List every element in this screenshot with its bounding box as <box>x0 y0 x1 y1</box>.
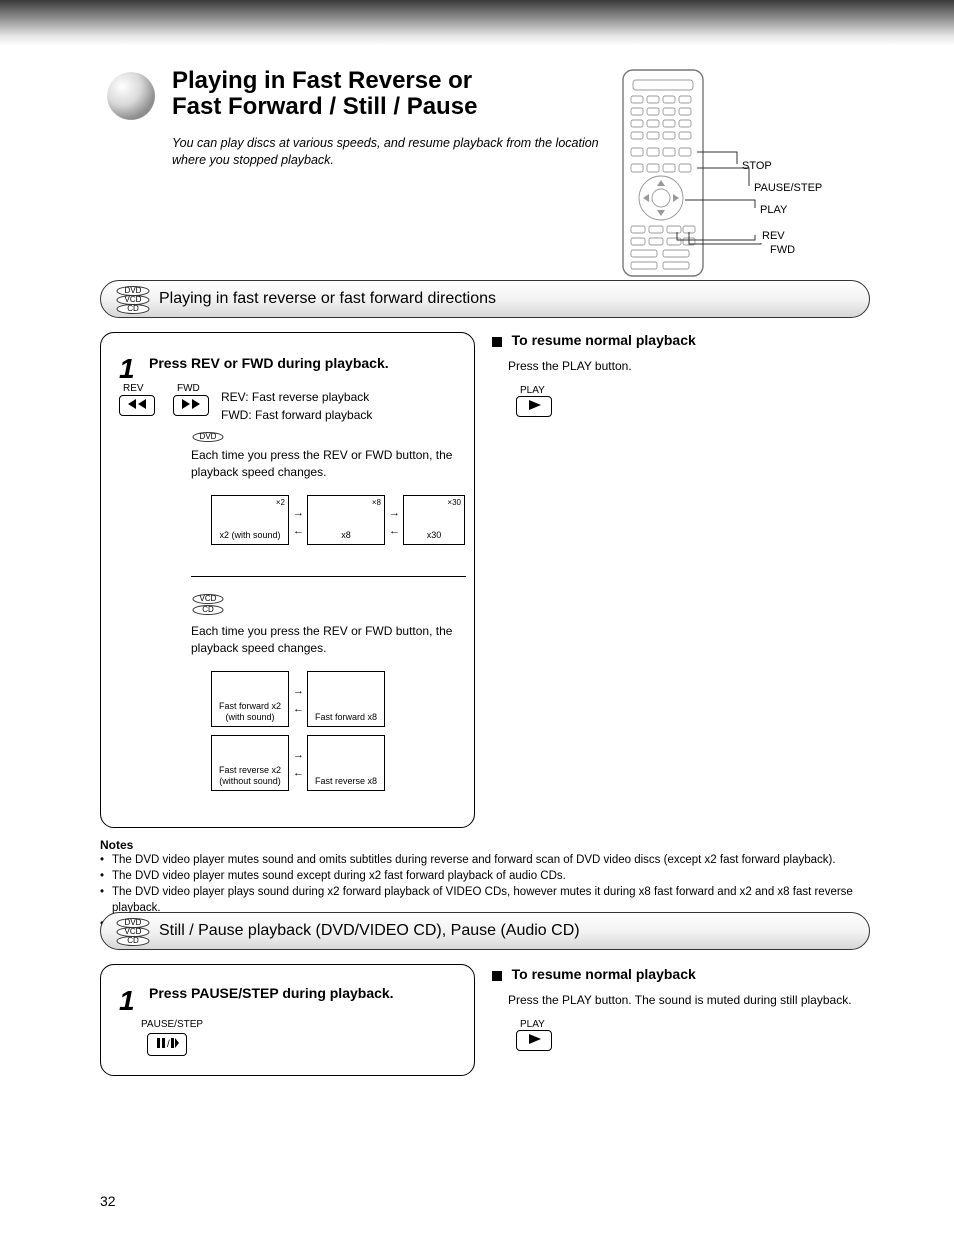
arrow-right-icon: → <box>293 507 304 519</box>
notes-heading: Notes <box>100 838 870 852</box>
bullet-sphere-icon <box>105 70 157 122</box>
section-header-stillpause: DVD VCD CD Still / Pause playback (DVD/V… <box>100 912 870 950</box>
svg-text:VCD: VCD <box>125 927 142 936</box>
section-header-fastplay: DVD VCD CD Playing in fast reverse or fa… <box>100 280 870 318</box>
remote-label-pause-step: PAUSE/STEP <box>754 182 822 194</box>
svg-text:/: / <box>167 1039 170 1050</box>
fwd-button-icon <box>173 395 209 416</box>
page-title-line1: Playing in Fast Reverse or <box>172 68 602 94</box>
vcdcd-fr-x2: Fast reverse x2 (without sound) <box>211 735 289 791</box>
page-subtitle: You can play discs at various speeds, an… <box>172 135 602 170</box>
vcdcd-fr-x8-label: Fast reverse x8 <box>308 776 384 786</box>
vcdcd-fr-x2-label: Fast reverse x2 (without sound) <box>212 765 288 786</box>
remote-label-fwd: FWD <box>770 244 795 256</box>
dvd-speed-cell-x8: ×8 x8 <box>307 495 385 545</box>
vcdcd-fr-x8: Fast reverse x8 <box>307 735 385 791</box>
page-number: 32 <box>100 1193 116 1209</box>
dvd-speed-x2-label: x2 (with sound) <box>212 530 288 540</box>
section-header-stillpause-text: Still / Pause playback (DVD/VIDEO CD), P… <box>159 922 580 940</box>
note-item: The DVD video player mutes sound except … <box>100 868 870 884</box>
dvd-speed-x8-label: x8 <box>308 530 384 540</box>
play-button-caption-1: PLAY <box>520 385 696 396</box>
step-text-1a: Press REV or FWD during playback. <box>149 355 449 371</box>
arrow-right-icon-4: → <box>293 749 304 761</box>
rev-button-caption: REV <box>123 383 144 394</box>
dvd-speed-cell-x30: ×30 x30 <box>403 495 465 545</box>
svg-text:CD: CD <box>127 936 139 945</box>
disc-stack-icon-2: DVD VCD CD <box>113 917 153 947</box>
speed-change-desc: Each time you press the REV or FWD butto… <box>191 447 461 481</box>
vcdcd-ff-x2: Fast forward x2 (with sound) <box>211 671 289 727</box>
fwd-button-caption: FWD <box>177 383 200 394</box>
page-title-line2: Fast Forward / Still / Pause <box>172 94 602 120</box>
remote-label-rev: REV <box>762 230 785 242</box>
rev-desc: REV: Fast reverse playback <box>221 389 369 406</box>
svg-text:VCD: VCD <box>125 295 142 304</box>
resume-block-1: To resume normal playback Press the PLAY… <box>492 332 696 417</box>
step-number-1b: 1 <box>119 985 135 1017</box>
page-top-gradient <box>0 0 954 46</box>
step-text-1b: Press PAUSE/STEP during playback. <box>149 985 449 1001</box>
page-title-block: Playing in Fast Reverse or Fast Forward … <box>172 68 602 170</box>
svg-text:CD: CD <box>127 304 139 313</box>
svg-text:CD: CD <box>202 605 214 614</box>
svg-text:VCD: VCD <box>200 594 217 603</box>
svg-text:DVD: DVD <box>125 918 142 927</box>
arrow-right-icon-3: → <box>293 685 304 697</box>
speed-change-desc-2: Each time you press the REV or FWD butto… <box>191 623 461 657</box>
svg-text:DVD: DVD <box>125 286 142 295</box>
divider-line <box>191 576 466 577</box>
vcd-cd-mini-disc-icon: VCD CD <box>191 593 225 617</box>
resume-block-2: To resume normal playback Press the PLAY… <box>492 966 868 1051</box>
pause-step-icon: / <box>147 1033 187 1056</box>
dvd-speed-cell-x2: ×2 x2 (with sound) <box>211 495 289 545</box>
remote-label-play: PLAY <box>760 204 787 216</box>
resume-heading-2: To resume normal playback <box>512 966 696 982</box>
arrow-left-icon: ← <box>293 525 304 537</box>
vcdcd-ff-x8: Fast forward x8 <box>307 671 385 727</box>
vcdcd-ff-x2-label: Fast forward x2 (with sound) <box>212 701 288 722</box>
arrow-right-icon-2: → <box>389 507 400 519</box>
rev-button-icon <box>119 395 155 416</box>
play-button-caption-2: PLAY <box>520 1019 868 1030</box>
arrow-left-icon-2: ← <box>389 525 400 537</box>
stepbox-stillpause: 1 Press PAUSE/STEP during playback. PAUS… <box>100 964 475 1076</box>
svg-text:DVD: DVD <box>200 432 217 441</box>
resume-heading-1: To resume normal playback <box>512 332 696 348</box>
square-bullet-icon-2 <box>492 971 502 981</box>
resume-text-1: Press the PLAY button. <box>508 358 696 375</box>
stepbox-fastplay: 1 Press REV or FWD during playback. REV … <box>100 332 475 828</box>
fwd-desc: FWD: Fast forward playback <box>221 407 372 424</box>
note-item: The DVD video player mutes sound and omi… <box>100 852 870 868</box>
remote-illustration <box>617 68 709 281</box>
arrow-left-icon-3: ← <box>293 703 304 715</box>
step-number-1a: 1 <box>119 353 135 385</box>
square-bullet-icon <box>492 337 502 347</box>
section-header-fastplay-text: Playing in fast reverse or fast forward … <box>159 290 496 308</box>
dvd-mini-disc-icon: DVD <box>191 431 225 443</box>
dvd-speed-x30-label: x30 <box>404 530 464 540</box>
play-button-icon-2 <box>516 1030 552 1051</box>
arrow-left-icon-4: ← <box>293 767 304 779</box>
resume-text-2: Press the PLAY button. The sound is mute… <box>508 992 868 1009</box>
vcdcd-ff-x8-label: Fast forward x8 <box>308 712 384 722</box>
remote-label-stop: STOP <box>742 160 772 172</box>
pause-step-caption: PAUSE/STEP <box>141 1019 203 1030</box>
play-button-icon <box>516 396 552 417</box>
disc-stack-icon: DVD VCD CD <box>113 285 153 315</box>
